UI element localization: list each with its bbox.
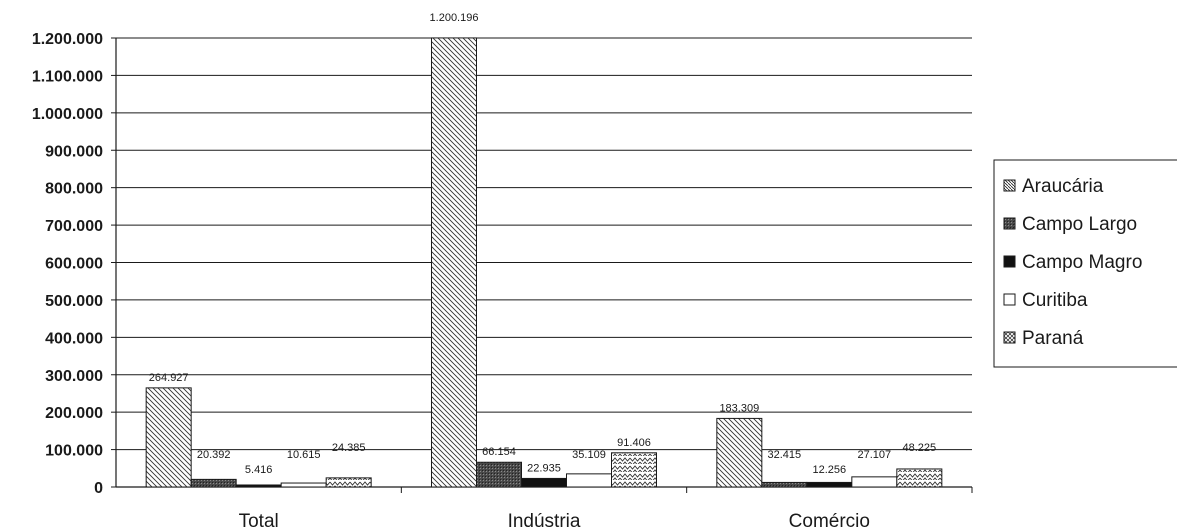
legend-swatch (1003, 217, 1016, 230)
data-label: 12.256 (813, 464, 847, 476)
bar (851, 476, 898, 488)
data-label: 32.415 (768, 449, 802, 461)
legend-box (993, 159, 1177, 368)
y-tick-label: 0 (94, 480, 103, 497)
bar (145, 387, 192, 488)
data-label: 91.406 (617, 437, 651, 449)
bar (806, 481, 853, 488)
bar (190, 478, 237, 488)
bar (235, 484, 282, 488)
bar (325, 477, 372, 488)
bar (761, 481, 808, 488)
y-axis: 0 100.000 200.000 300.000 400.000 500.000 600.… (32, 31, 117, 497)
data-label: 5.416 (245, 464, 273, 476)
data-labels: 264.927 20.392 5.416 10.615 24.385 1.200.196 6… (149, 12, 936, 476)
y-tick-label: 200.000 (45, 405, 103, 422)
data-label: 1.200.196 (430, 12, 479, 24)
bars (145, 37, 943, 488)
legend-label: Campo Largo (1022, 214, 1137, 235)
y-tick-label: 400.000 (45, 330, 103, 347)
legend-label: Curitiba (1022, 290, 1088, 311)
legend-label: Araucária (1022, 176, 1104, 197)
y-tick-label: 900.000 (45, 143, 103, 160)
legend-swatch (1003, 331, 1016, 344)
bar (611, 452, 657, 488)
bar (521, 477, 567, 488)
legend: Araucária Campo Largo Campo Magro Curitiba P… (993, 159, 1177, 368)
y-tick-label: 500.000 (45, 293, 103, 310)
data-label: 66.154 (482, 446, 516, 458)
y-tick-label: 800.000 (45, 181, 103, 198)
y-tick-label: 1.000.000 (32, 106, 103, 123)
bar (431, 37, 477, 488)
bar (566, 473, 612, 488)
gridlines (116, 37, 972, 451)
bar (476, 461, 522, 488)
x-tick-label: Comércio (789, 511, 870, 532)
y-tick-label: 1.100.000 (32, 68, 103, 85)
bar (896, 468, 943, 488)
data-label: 183.309 (719, 402, 759, 414)
y-tick-label: 700.000 (45, 218, 103, 235)
data-label: 22.935 (527, 462, 561, 474)
legend-label: Paraná (1022, 328, 1084, 349)
x-tick-label: Indústria (508, 511, 581, 532)
legend-label: Campo Magro (1022, 252, 1142, 273)
bar (280, 482, 327, 488)
y-tick-label: 1.200.000 (32, 31, 103, 48)
data-label: 35.109 (572, 449, 606, 461)
legend-swatch (1003, 255, 1016, 268)
data-label: 24.385 (332, 442, 366, 454)
data-label: 27.107 (858, 449, 892, 461)
y-tick-label: 100.000 (45, 443, 103, 460)
legend-swatch (1003, 293, 1016, 306)
data-label: 48.225 (903, 442, 937, 454)
bar (716, 417, 763, 488)
y-tick-label: 600.000 (45, 256, 103, 273)
legend-swatch (1003, 179, 1016, 192)
data-label: 10.615 (287, 449, 321, 461)
x-axis: Total Indústria Comércio (116, 486, 973, 532)
y-tick-label: 300.000 (45, 368, 103, 385)
data-label: 264.927 (149, 372, 189, 384)
x-tick-label: Total (239, 511, 279, 532)
data-label: 20.392 (197, 449, 231, 461)
